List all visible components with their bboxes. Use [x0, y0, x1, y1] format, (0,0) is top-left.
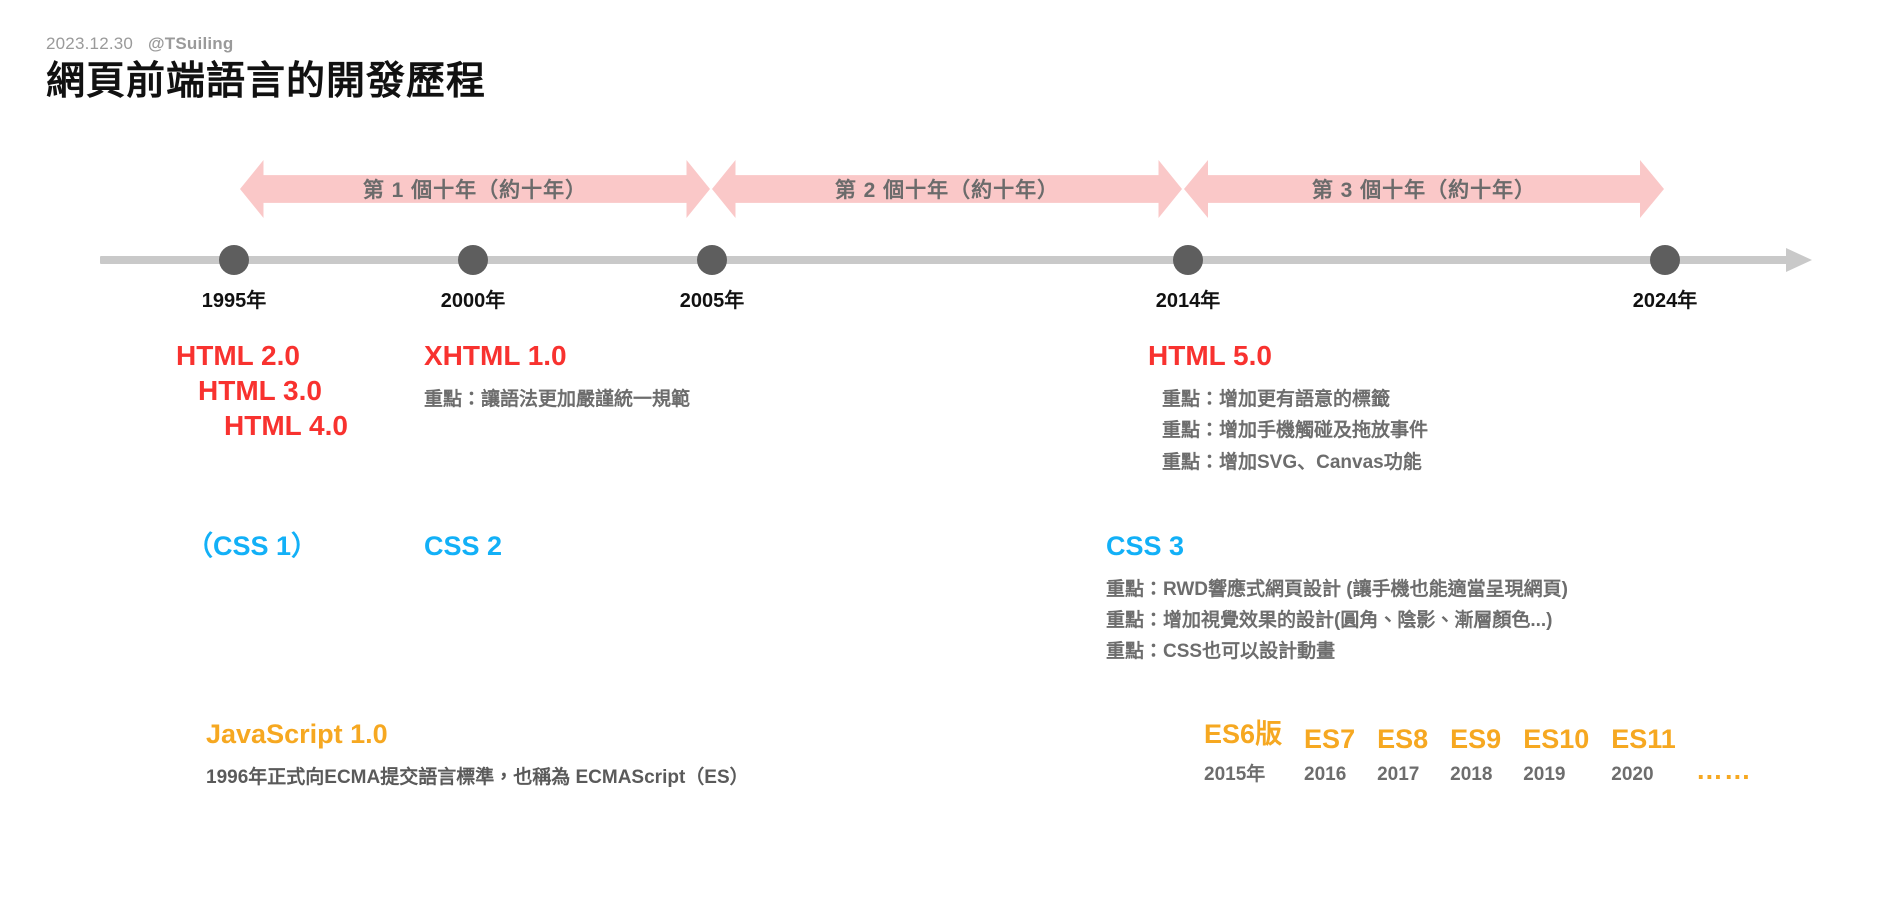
decade-banner-2: 第 2 個十年（約十年） — [712, 160, 1182, 218]
axis-line — [100, 256, 1790, 264]
year-label-2000: 2000年 — [440, 290, 506, 312]
es6-name: ES6版 — [1204, 719, 1283, 749]
xhtml-block: XHTML 1.0 重點：讓語法更加嚴謹統一規範 — [424, 338, 690, 415]
timeline-axis: 1995年 2000年 2005年 2014年 2024年 — [0, 245, 1900, 312]
es-release-es7: ES7 2016 — [1304, 723, 1355, 786]
page-header: 2023.12.30 @TSuiling 網頁前端語言的開發歷程 — [46, 34, 1246, 105]
css2-title: CSS 2 — [424, 531, 503, 561]
ecmascript-release-row: ES6版 2015年 ES7 2016 ES8 2017 ES9 2018 ES… — [1204, 718, 1752, 786]
decade-banner-2-label: 第 2 個十年（約十年） — [834, 179, 1060, 202]
css1-title: （CSS 1） — [186, 531, 319, 561]
javascript-caption: 1996年正式向ECMA提交語言標準，也稱為 ECMAScript（ES） — [206, 766, 749, 788]
es11-year: 2020 — [1611, 764, 1654, 786]
decade-banner-1: 第 1 個十年（約十年） — [240, 160, 710, 218]
year-label-2014: 2014年 — [1155, 290, 1221, 312]
es7-name: ES7 — [1304, 724, 1356, 754]
html5-title: HTML 5.0 — [1148, 340, 1272, 371]
timeline-node-2014[interactable] — [1173, 245, 1203, 275]
xhtml-title: XHTML 1.0 — [424, 340, 567, 371]
decade-banner-3: 第 3 個十年（約十年） — [1184, 160, 1664, 218]
year-label-2024: 2024年 — [1632, 290, 1698, 312]
decade-banner-3-label: 第 3 個十年（約十年） — [1311, 179, 1537, 202]
html5-block: HTML 5.0 重點：增加更有語意的標籤 重點：增加手機觸碰及拖放事件 重點：… — [1148, 338, 1428, 478]
es-release-es8: ES8 2017 — [1377, 723, 1428, 786]
es-release-es11: ES11 2020 — [1611, 723, 1676, 786]
html-4-version: HTML 4.0 — [224, 410, 348, 441]
css3-bullet-1: 重點：RWD響應式網頁設計 (讓手機也能適當呈現網頁) — [1106, 578, 1568, 600]
css3-block: CSS 3 重點：RWD響應式網頁設計 (讓手機也能適當呈現網頁) 重點：增加視… — [1106, 530, 1568, 668]
es9-year: 2018 — [1450, 764, 1493, 786]
es9-name: ES9 — [1450, 724, 1502, 754]
xhtml-bullet-1: 重點：讓語法更加嚴謹統一規範 — [424, 389, 691, 410]
publish-date: 2023.12.30 — [46, 34, 134, 53]
timeline-node-1995[interactable] — [219, 245, 249, 275]
javascript-block: JavaScript 1.0 1996年正式向ECMA提交語言標準，也稱為 EC… — [206, 718, 749, 789]
es8-name: ES8 — [1377, 724, 1429, 754]
author-handle: @TSuiling — [148, 34, 234, 53]
meta-line: 2023.12.30 @TSuiling — [46, 34, 1246, 54]
es-release-es9: ES9 2018 — [1450, 723, 1501, 786]
decade-banner-1-label: 第 1 個十年（約十年） — [362, 179, 588, 202]
year-label-1995: 1995年 — [201, 290, 267, 312]
es6-year: 2015年 — [1204, 764, 1266, 786]
html-2-version: HTML 2.0 — [176, 340, 300, 371]
css1-block: （CSS 1） — [186, 530, 318, 564]
html5-bullet-3: 重點：增加SVG、Canvas功能 — [1162, 451, 1422, 473]
html5-bullet-2: 重點：增加手機觸碰及拖放事件 — [1162, 420, 1429, 442]
javascript-title: JavaScript 1.0 — [206, 719, 388, 749]
timeline-node-2005[interactable] — [697, 245, 727, 275]
html-3-version: HTML 3.0 — [198, 375, 322, 406]
page-title: 網頁前端語言的開發歷程 — [46, 60, 487, 103]
year-label-2005: 2005年 — [679, 290, 745, 312]
html-early-versions-block: HTML 2.0 HTML 3.0 HTML 4.0 — [176, 338, 348, 443]
ecmascript-releases-block: ES6版 2015年 ES7 2016 ES8 2017 ES9 2018 ES… — [1204, 718, 1752, 786]
css2-block: CSS 2 — [424, 530, 502, 564]
es7-year: 2016 — [1304, 764, 1347, 786]
timeline-node-2024[interactable] — [1650, 245, 1680, 275]
html5-bullet-1: 重點：增加更有語意的標籤 — [1162, 389, 1391, 410]
es-release-more: …… — [1696, 755, 1752, 786]
decade-banner-group: 第 1 個十年（約十年） 第 2 個十年（約十年） 第 3 個十年（約十年） — [0, 160, 1900, 218]
css3-title: CSS 3 — [1106, 531, 1185, 561]
css3-bullet-2: 重點：增加視覺效果的設計(圓角、陰影、漸層顏色...) — [1106, 610, 1553, 632]
css3-bullet-3: 重點：CSS也可以設計動畫 — [1106, 641, 1336, 663]
es10-name: ES10 — [1523, 724, 1590, 754]
es10-year: 2019 — [1523, 764, 1566, 786]
es11-name: ES11 — [1611, 724, 1676, 754]
es8-year: 2017 — [1377, 764, 1420, 786]
es-release-es6: ES6版 2015年 — [1204, 718, 1282, 786]
timeline-node-2000[interactable] — [458, 245, 488, 275]
axis-arrow-icon — [1786, 248, 1812, 272]
es-more-ellipsis: …… — [1695, 755, 1752, 786]
es-release-es10: ES10 2019 — [1523, 723, 1589, 786]
